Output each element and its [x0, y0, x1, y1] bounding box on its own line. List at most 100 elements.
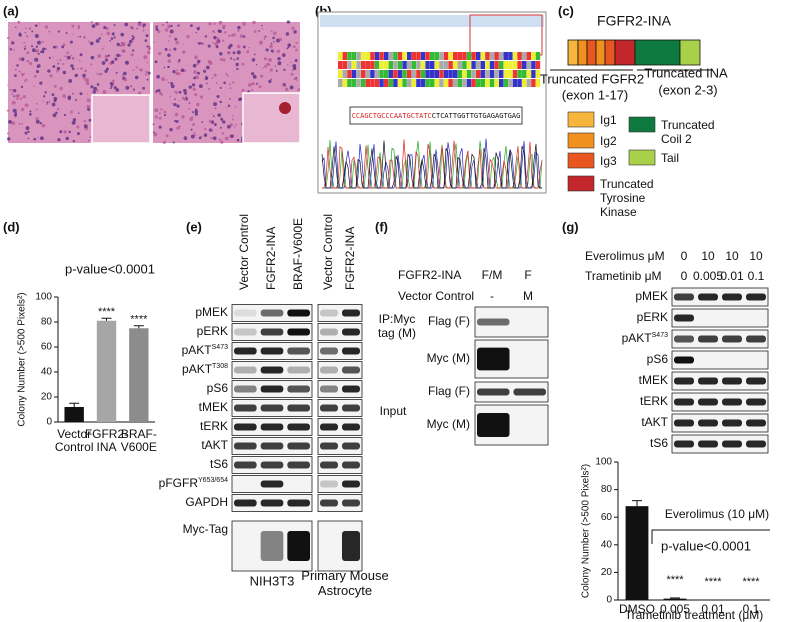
cell-nucleus	[145, 34, 149, 38]
cell-nucleus	[276, 49, 281, 54]
cell-nucleus	[47, 69, 51, 73]
cell-nucleus	[197, 59, 201, 64]
cell-nucleus	[88, 118, 92, 122]
cell-nucleus	[51, 102, 56, 107]
cell-nucleus	[46, 101, 49, 104]
blot-band	[746, 335, 766, 343]
cell-nucleus	[7, 132, 10, 135]
cell-nucleus	[124, 60, 129, 65]
sequence-tile	[485, 70, 490, 78]
label-text: Myc-Tag	[183, 522, 228, 536]
blot-panel	[671, 287, 769, 307]
cell-nucleus	[69, 40, 73, 44]
blot-band	[287, 328, 310, 336]
cell-nucleus	[204, 35, 208, 38]
sequence-tile	[342, 79, 347, 87]
chromatogram-trace	[322, 139, 543, 189]
panel-label: (e)	[186, 219, 202, 234]
cell-nucleus	[63, 130, 67, 134]
blot-band	[342, 385, 360, 393]
cell-nucleus	[18, 122, 21, 125]
sequence-tile	[374, 52, 380, 60]
cell-nucleus	[71, 120, 76, 125]
cell-nucleus	[154, 108, 159, 113]
cell-nucleus	[155, 89, 159, 93]
blot-panel	[317, 304, 363, 322]
sequence-tile	[342, 70, 347, 78]
cell-nucleus	[77, 36, 79, 38]
cell-nucleus	[26, 59, 30, 63]
cell-nucleus	[72, 139, 76, 143]
cell-nucleus	[290, 72, 294, 76]
legend-swatch	[628, 149, 656, 166]
cell-nucleus	[194, 55, 198, 60]
cell-nucleus	[66, 59, 68, 61]
control-label: Vector Control	[398, 289, 474, 303]
blot-band	[342, 480, 360, 488]
cell-nucleus	[28, 27, 32, 30]
cell-nucleus	[274, 65, 276, 67]
cell-nucleus	[96, 22, 100, 26]
cell-nucleus	[53, 99, 57, 103]
sequence-tile	[411, 61, 416, 69]
sequence-tile	[439, 70, 444, 78]
cell-nucleus	[163, 114, 167, 117]
cell-nucleus	[35, 119, 40, 124]
blot-band	[260, 404, 284, 412]
sequence-tile	[503, 52, 508, 60]
blot-band	[234, 309, 257, 317]
fusion-segment	[567, 39, 579, 66]
cell-nucleus	[173, 102, 177, 107]
cell-nucleus	[253, 53, 256, 56]
y-axis-label: Colony Number (>500 Pixels²)	[17, 292, 28, 426]
cell-nucleus	[213, 35, 217, 40]
legend-label: Truncated Coil 2	[661, 118, 715, 146]
cell-nucleus	[248, 46, 250, 49]
sequence-tile	[499, 79, 504, 87]
cell-nucleus	[76, 125, 80, 129]
cell-nucleus	[80, 67, 83, 70]
cell-nucleus	[242, 35, 246, 38]
cell-nucleus	[204, 127, 207, 131]
blot-band	[287, 309, 310, 317]
cell-nucleus	[96, 72, 98, 75]
sequence-tile	[434, 61, 439, 69]
sequence-tile	[512, 79, 518, 87]
cell-nucleus	[233, 58, 236, 61]
cell-nucleus	[14, 115, 17, 118]
sequence-tile	[489, 70, 495, 78]
cell-nucleus	[177, 72, 181, 76]
legend-label: Ig2	[600, 134, 617, 148]
sequence-tile	[397, 61, 403, 69]
blot-band	[234, 347, 257, 355]
cell-nucleus	[221, 39, 225, 42]
cell-nucleus	[142, 28, 145, 30]
cell-nucleus	[26, 60, 28, 62]
blot-band	[674, 356, 694, 364]
blot-band	[260, 423, 284, 431]
x-tick-label: Vector Control	[54, 427, 94, 454]
sequence-tile	[535, 52, 541, 60]
cell-nucleus	[195, 31, 198, 34]
cell-nucleus	[43, 95, 46, 98]
cell-nucleus	[70, 54, 73, 57]
blot-band	[342, 423, 360, 431]
cell-nucleus	[14, 112, 17, 115]
cell-nucleus	[211, 113, 213, 115]
cell-nucleus	[7, 137, 11, 141]
sequence-tile	[517, 79, 522, 87]
cell-nucleus	[169, 95, 172, 98]
blot-band	[746, 440, 766, 448]
label-text: GAPDH	[185, 495, 228, 509]
cell-nucleus	[62, 62, 65, 66]
cell-nucleus	[230, 34, 234, 37]
significance-label: ****	[742, 576, 760, 588]
cell-nucleus	[35, 69, 40, 74]
sequence-tile	[430, 79, 435, 87]
cell-nucleus	[252, 20, 256, 25]
sequence-tile	[430, 61, 435, 69]
cell-nucleus	[219, 100, 222, 104]
cell-nucleus	[127, 43, 131, 47]
blot-band	[320, 480, 338, 488]
